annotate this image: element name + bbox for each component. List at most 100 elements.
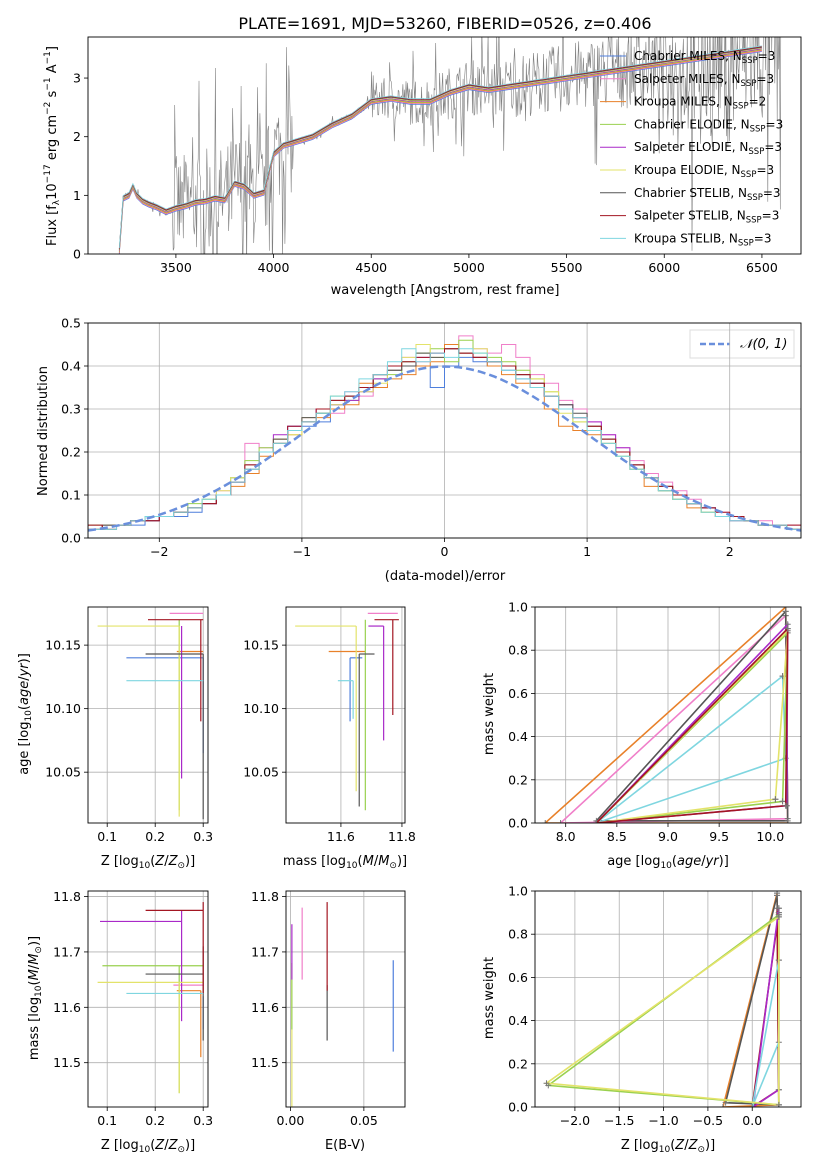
spectrum-legend-label: Kroupa MILES, NSSP=2 [634,95,766,112]
age_vs_Z-ytick-label: 10.10 [45,701,81,716]
mass_vs_Z-ytick-label: 11.8 [53,889,81,904]
mass_vs_ebv-plot: 0.00 0.05 11.5 11.6 11.7 11.8 [251,889,406,1128]
mass_vs_ebv-ytick-label: 11.6 [251,1000,279,1015]
massweight_vs_Z-frame [534,890,802,1108]
massweight_vs_age-point-marker [772,796,779,803]
massweight_vs_Z-ytick-label: 0.0 [508,1100,528,1115]
age_vs_Z-xtick-label: 0.1 [97,829,117,844]
mw-Z-xlabel: Z [log10(Z/Z⊙)] [621,1138,715,1155]
spectrum-model-line [118,48,762,252]
age_vs_Z-plot: 0.1 0.2 0.3 10.05 10.10 10.15 [45,606,213,844]
spectrum-model-line [118,49,762,253]
age-vs-Z-xlabel: Z [log10(Z/Z⊙)] [101,854,195,871]
residuals-xtick-label: 1 [583,544,591,559]
massweight_vs_age-ytick-label: 0.0 [508,816,528,831]
age_vs_Z-frame [87,606,209,824]
spectrum-model-line [118,50,762,254]
massweight_vs_Z-point-marker [749,1104,756,1107]
mass_vs_Z-xtick-label: 0.1 [97,1113,117,1128]
age_vs_mass-xtick-label: 11.8 [388,829,416,844]
spectrum-frame [87,36,802,255]
spectrum-clip-area [118,37,782,254]
age_vs_Z-xtick-label: 0.3 [193,829,213,844]
residuals-legend-box [689,329,795,359]
spectrum-model-line [118,46,762,250]
mass-vs-Z-xlabel: Z [log10(Z/Z⊙)] [101,1138,195,1155]
spectrum-legend-label: Salpeter ELODIE, NSSP=3 [634,140,782,157]
age_vs_mass-ytick-label: 10.15 [243,638,279,653]
massweight_vs_Z-xtick-label: −1.5 [604,1113,634,1128]
mass_vs_Z-plot: 0.1 0.2 0.3 11.5 11.6 11.7 11.8 [53,889,213,1128]
massweight_vs_age-xtick-label: 8.5 [607,829,627,844]
spectrum-ytick-label: 2 [73,129,81,144]
massweight_vs_age-xtick-label: 10.0 [756,829,784,844]
residuals-ytick-label: 0.5 [61,316,81,331]
spectrum-model-line [118,45,762,249]
age_vs_mass-frame [285,606,406,824]
age_vs_Z-xtick-label: 0.2 [145,829,165,844]
massweight_vs_age-series-line [595,675,787,823]
age-vs-mass-xlabel: mass [log10(M/M⊙)] [283,854,407,871]
mass-vs-Z-labels: Z [log10(Z/Z⊙)] mass [log10(M/M⊙)] [27,936,195,1155]
massweight_vs_Z-clip-area [543,891,782,1107]
spectrum-ytick-label: 1 [73,188,81,203]
massweight_vs_age-xtick-label: 8.0 [556,829,576,844]
residuals-ytick-label: 0.2 [61,445,81,460]
mass_vs_Z-xtick-label: 0.2 [145,1113,165,1128]
spectrum-legend-label: Chabrier STELIB, NSSP=3 [634,186,781,203]
massweight_vs_age-point-marker [779,798,786,805]
residuals-plot: −2 −1 0 1 2 0.0 0.1 0.2 0.3 0.4 0.5 [61,316,802,559]
residuals-clip-area [88,335,801,538]
residuals-xlabel: (data-model)/error [385,569,506,584]
residuals-ytick-label: 0.3 [61,402,81,417]
age-vs-mass-labels: mass [log10(M/M⊙)] [283,854,407,871]
mw-age-ylabel: mass weight [482,673,497,755]
massweight_vs_Z-xtick-label: −2.0 [560,1113,590,1128]
mass_vs_ebv-xtick-label: 0.00 [276,1113,304,1128]
mass_vs_Z-frame [87,890,209,1108]
spectrum-legend-label: Kroupa ELODIE, NSSP=3 [634,163,774,180]
massweight_vs_age-point-marker [593,820,600,823]
mw-age-xlabel: age [log10(age/yr)] [607,854,729,871]
residuals-xtick-label: 2 [726,544,734,559]
age_vs_mass-clip-area [295,612,399,811]
spectrum-legend-label: Chabrier ELODIE, NSSP=3 [634,117,783,134]
spectrum-model-line [118,49,762,252]
massweight_vs_Z-ytick-label: 1.0 [508,884,528,899]
spectrum-xtick-label: 5000 [453,260,485,275]
massweight_vs_age-ytick-label: 1.0 [508,600,528,615]
residuals-ytick-label: 0.1 [61,488,81,503]
massweight_vs_Z-xtick-label: −1.0 [648,1113,678,1128]
spectrum-legend-label: Kroupa STELIB, NSSP=3 [634,231,772,248]
spectrum-xtick-label: 6000 [648,260,680,275]
mass-vs-ebv-labels: E(B-V) [325,1138,365,1153]
age-vs-Z-labels: Z [log10(Z/Z⊙)] age [log10(age/yr)] [17,653,195,871]
residuals-ylabel: Normed distribution [36,366,51,496]
spectrum-xtick-label: 4000 [258,260,290,275]
spectrum-model-line [118,51,762,254]
age_vs_mass-ytick-label: 10.10 [243,701,279,716]
mass_vs_Z-ytick-label: 11.5 [53,1055,81,1070]
mass_vs_Z-ytick-label: 11.6 [53,1000,81,1015]
massweight_vs_Z-ytick-label: 0.6 [508,970,528,985]
massweight_vs_age-plot: 8.0 8.5 9.0 9.5 10.0 0.0 0.2 0.4 0.6 0.8 1.0 [508,600,802,844]
massweight_vs_age-ytick-label: 0.4 [508,729,528,744]
residuals-legend-label: 𝒩(0, 1) [740,337,787,352]
spectrum-xlabel: wavelength [Angstrom, rest frame] [331,283,560,298]
spectrum-ytick-label: 3 [73,71,81,86]
spectrum-legend-label: Salpeter MILES, NSSP=3 [634,72,774,89]
massweight_vs_Z-xtick-label: 0.0 [742,1113,762,1128]
mass-vs-Z-ylabel: mass [log10(M/M⊙)] [27,936,44,1060]
massweight_vs_Z-ytick-label: 0.2 [508,1056,528,1071]
massweight_vs_Z-ytick-label: 0.8 [508,927,528,942]
massweight_vs_age-point-marker [557,820,564,823]
residuals-histogram-step [88,348,801,538]
massweight_vs_age-clip-area [542,607,791,823]
mass_vs_ebv-ytick-label: 11.8 [251,889,279,904]
mass_vs_ebv-clip-area [291,902,394,1107]
spectrum-xtick-label: 6500 [746,260,778,275]
residuals-ytick-label: 0.4 [61,359,81,374]
spectrum-legend-label: Chabrier MILES, NSSP=3 [634,49,775,66]
massweight_vs_age-series-line [544,607,789,823]
